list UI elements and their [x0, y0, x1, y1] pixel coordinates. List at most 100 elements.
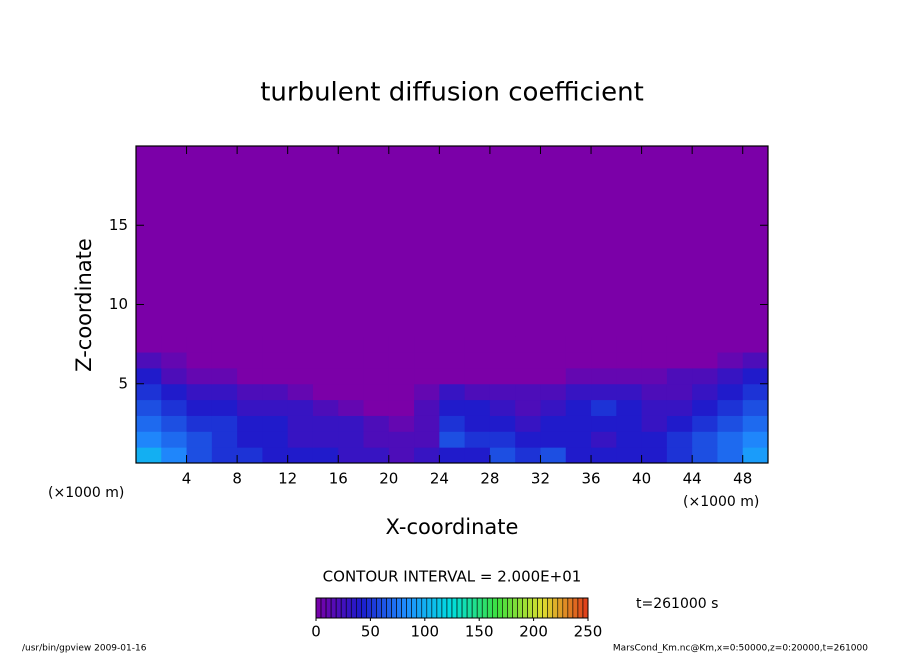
heat-cell [186, 431, 213, 448]
heat-cell [439, 336, 466, 353]
heat-cell [742, 352, 769, 369]
heat-cell [388, 447, 415, 464]
heat-cell [312, 367, 339, 385]
heat-cell [692, 383, 718, 401]
heat-cell [692, 415, 718, 432]
heat-cell [414, 399, 440, 416]
heat-cell [439, 399, 466, 416]
heat-cell [161, 399, 188, 416]
heat-cell [616, 399, 643, 416]
colorbar-swatch [522, 597, 528, 619]
heat-cell [439, 352, 466, 369]
heat-cell [717, 431, 744, 448]
heat-cell [666, 352, 693, 369]
heat-cell [312, 352, 339, 369]
heat-cell [287, 383, 314, 401]
heat-cell [692, 431, 718, 448]
heat-cell [439, 383, 466, 401]
heat-cell [186, 399, 213, 416]
heat-cell [287, 431, 314, 448]
x-tick-label: 32 [531, 470, 550, 488]
heat-cell [136, 367, 162, 385]
heat-cell [591, 447, 617, 464]
x-tick-label: 20 [379, 470, 398, 488]
heat-cell [439, 431, 466, 448]
heat-cell [161, 415, 188, 432]
heat-cell [211, 415, 238, 432]
colorbar-swatch [471, 597, 478, 619]
heat-cell [692, 352, 718, 369]
colorbar-swatch [456, 597, 463, 619]
heat-cell [591, 399, 617, 416]
heat-cell [565, 415, 592, 432]
colorbar-swatch [491, 597, 498, 619]
heat-cell [717, 336, 744, 353]
colorbar-swatch [557, 597, 564, 619]
heat-cell [363, 415, 390, 432]
heat-cell [540, 352, 567, 369]
y-tick-label: 10 [109, 295, 128, 313]
colorbar-swatch [582, 597, 589, 619]
colorbar-swatch [391, 597, 397, 619]
colorbar-swatch [486, 597, 493, 619]
x-unit: (×1000 m) [683, 494, 759, 510]
heat-cell [616, 336, 643, 353]
y-tick-label: 15 [109, 216, 128, 234]
heat-cell [616, 431, 643, 448]
heat-cell [742, 415, 769, 432]
colorbar-tick-label: 100 [410, 623, 439, 641]
colorbar-swatch [446, 597, 453, 619]
heat-cell [136, 336, 162, 353]
colorbar-swatch [371, 597, 377, 619]
heat-cell [338, 415, 365, 432]
heat-cell [262, 336, 289, 353]
heat-cell [540, 399, 567, 416]
heat-cell [565, 383, 592, 401]
heat-cell [363, 383, 390, 401]
heat-cell [540, 367, 567, 385]
colorbar-swatch [325, 597, 332, 619]
heat-cell [136, 415, 162, 432]
colorbar-swatch [355, 597, 362, 619]
heat-cell [312, 383, 339, 401]
colorbar-swatch [421, 597, 428, 619]
heat-cell [287, 447, 314, 464]
heat-cell [515, 431, 541, 448]
heat-cell [287, 415, 314, 432]
x-tick-label: 16 [329, 470, 348, 488]
heat-cell [641, 383, 668, 401]
heat-cell [439, 367, 466, 385]
heat-cell [312, 336, 339, 353]
colorbar-swatch [345, 597, 352, 619]
heat-cell [414, 431, 440, 448]
heat-cell [666, 383, 693, 401]
heat-cell [616, 352, 643, 369]
colorbar-swatch [517, 597, 523, 619]
heat-cell [666, 336, 693, 353]
colorbar-swatch [431, 597, 438, 619]
colorbar-tick-label: 150 [465, 623, 494, 641]
heat-cell [211, 399, 238, 416]
heat-cell [717, 383, 744, 401]
colorbar-tick-label: 250 [574, 623, 603, 641]
heat-cell [186, 336, 213, 353]
heat-cell [388, 336, 415, 353]
heat-cell [161, 336, 188, 353]
colorbar-swatch [406, 597, 413, 619]
x-tick-label: 48 [733, 470, 752, 488]
heat-cell [616, 383, 643, 401]
heat-cell [464, 415, 491, 432]
heat-cell [591, 431, 617, 448]
heat-cell [641, 447, 668, 464]
heat-cell [136, 383, 162, 401]
heat-cell [666, 367, 693, 385]
heat-cell [211, 383, 238, 401]
heat-cell [641, 336, 668, 353]
heat-cell [338, 336, 365, 353]
heat-cell [211, 367, 238, 385]
heat-cell [464, 367, 491, 385]
heat-cell [186, 367, 213, 385]
x-axis-label: X-coordinate [386, 515, 519, 539]
contour-note: CONTOUR INTERVAL = 2.000E+01 [323, 568, 582, 586]
